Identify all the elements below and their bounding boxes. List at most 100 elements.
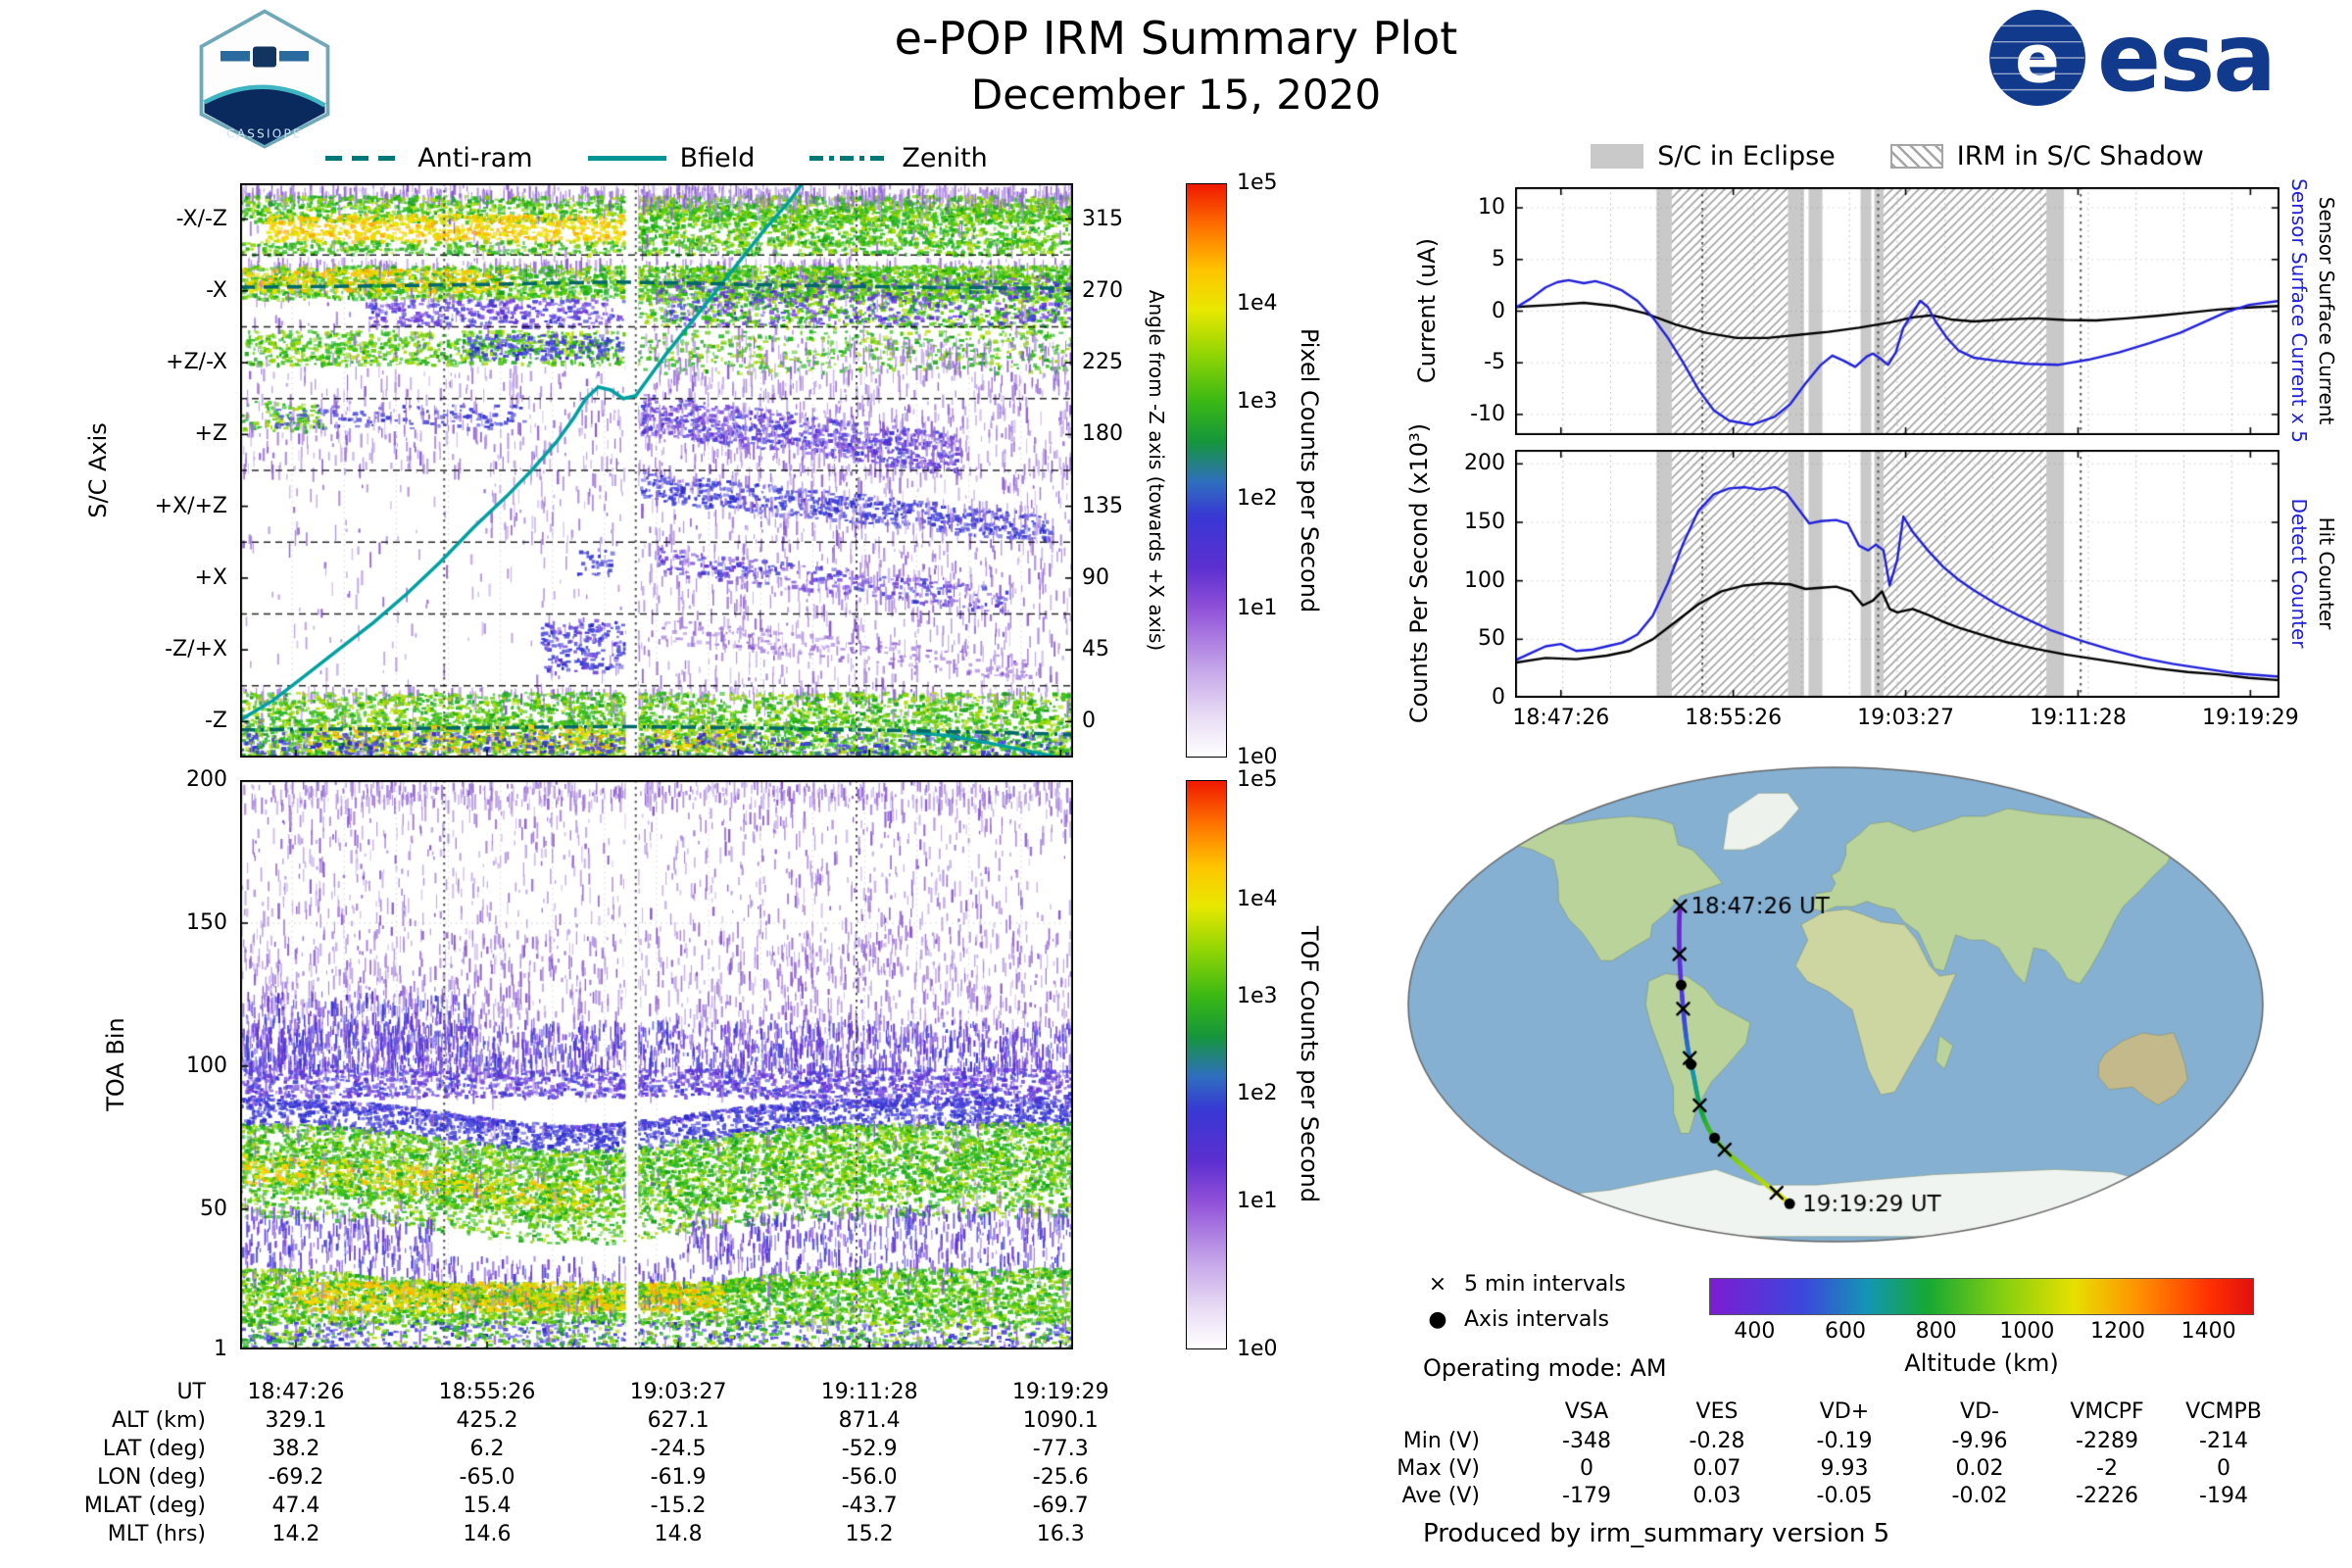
solid-swatch	[1591, 144, 1644, 169]
dot-marker-icon: ●	[1428, 1307, 1447, 1332]
voltage-value: -0.19	[1816, 1429, 1873, 1453]
ephemeris-value: -52.9	[841, 1437, 898, 1461]
voltage-row-label: Min (V)	[1402, 1429, 1480, 1453]
counts-ytick-label: 0	[1492, 685, 1505, 710]
altitude-tick-label: 800	[1915, 1319, 1957, 1344]
colorbar-tick-label: 1e1	[1237, 595, 1278, 620]
angle-tick-label: 180	[1082, 421, 1123, 447]
angle-tick-label: 270	[1082, 277, 1123, 303]
sc-axis-tick-label: +Z/-X	[166, 350, 227, 375]
legend-item-bfield: Bfield	[587, 143, 755, 173]
angle-tick-label: 45	[1082, 637, 1109, 662]
altitude-colorbar-label: Altitude (km)	[1904, 1349, 2059, 1377]
ephemeris-value: -77.3	[1032, 1437, 1089, 1461]
cassiope-limb	[203, 84, 326, 108]
colorbar-tick-label: 1e3	[1237, 388, 1278, 414]
angle-tick-label: 135	[1082, 493, 1123, 518]
pixel-counts-colorbar	[1186, 183, 1227, 758]
voltage-value: -179	[1562, 1484, 1611, 1508]
ephemeris-row-label: MLAT (deg)	[83, 1494, 206, 1518]
dashed-line-sample	[325, 156, 405, 161]
voltage-value: -2289	[2076, 1429, 2138, 1453]
colorbar-tick-label: 1e1	[1237, 1188, 1278, 1213]
sensor-current-x5-label: Sensor Surface Current x 5	[2287, 178, 2311, 443]
ephemeris-value: -25.6	[1032, 1465, 1089, 1490]
counter-plot-canvas	[1515, 450, 2279, 698]
voltage-value: -9.96	[1951, 1429, 2008, 1453]
cassiope-earth	[204, 86, 325, 145]
voltage-value: -2	[2096, 1456, 2118, 1481]
ephemeris-value: 18:55:26	[438, 1380, 536, 1404]
voltage-value: -214	[2199, 1429, 2248, 1453]
voltage-value: -0.28	[1689, 1429, 1745, 1453]
ephemeris-value: 19:19:29	[1011, 1380, 1109, 1404]
sensor-current-plot-canvas	[1515, 187, 2279, 435]
voltage-value: -0.02	[1951, 1484, 2008, 1508]
sc-axis-tick-label: +X/+Z	[154, 493, 227, 518]
ephemeris-value: 15.2	[845, 1522, 894, 1546]
legend-label: IRM in S/C Shadow	[1956, 141, 2204, 172]
colorbar-tick-label: 1e5	[1237, 767, 1278, 792]
ephemeris-value: -61.9	[650, 1465, 707, 1490]
current-ytick-label: -5	[1484, 350, 1505, 375]
voltage-value: 9.93	[1820, 1456, 1869, 1481]
toa-ylabel: TOA Bin	[102, 1017, 129, 1111]
sc-axis-tick-label: -Z/+X	[165, 637, 227, 662]
ephemeris-value: 19:11:28	[820, 1380, 918, 1404]
toa-tick-label: 200	[186, 767, 227, 792]
voltage-column-header: VCMPB	[2185, 1399, 2262, 1424]
colorbar-tick-label: 1e0	[1237, 1337, 1278, 1361]
toa-tick-label: 50	[200, 1196, 227, 1221]
angle-tick-label: 90	[1082, 564, 1109, 590]
figure-date: December 15, 2020	[970, 71, 1382, 119]
map-legend-label: 5 min intervals	[1464, 1272, 1626, 1297]
ephemeris-value: 425.2	[456, 1408, 518, 1433]
ephemeris-value: 1090.1	[1022, 1408, 1099, 1433]
legend-label: Anti-ram	[417, 143, 533, 173]
legend-item-eclipse: IRM in S/C Shadow	[1889, 141, 2204, 172]
current-ytick-label: 10	[1478, 195, 1505, 220]
current-ylabel: Current (uA)	[1413, 237, 1441, 384]
detect-counter-label: Detect Counter	[2287, 498, 2311, 649]
counts-ytick-label: 200	[1464, 451, 1505, 476]
cassiope-satellite-body	[253, 46, 276, 68]
toa-spectrogram-canvas	[240, 780, 1073, 1349]
time-tick-label: 18:47:26	[1512, 706, 1610, 730]
voltage-row-label: Max (V)	[1396, 1456, 1480, 1481]
voltage-column-header: VD+	[1819, 1399, 1870, 1424]
angle-tick-label: 0	[1082, 709, 1096, 734]
time-tick-label: 19:19:29	[2201, 706, 2299, 730]
voltage-value: 0.03	[1692, 1484, 1741, 1508]
cassiope-logo: CASSIOPE	[199, 9, 330, 149]
ephemeris-row-label: UT	[176, 1380, 206, 1404]
colorbar-tick-label: 1e2	[1237, 1080, 1278, 1105]
cassiope-text: CASSIOPE	[226, 127, 303, 141]
ephemeris-value: -56.0	[841, 1465, 898, 1490]
map-legend-label: Axis intervals	[1464, 1307, 1609, 1332]
voltage-column-header: VES	[1695, 1399, 1739, 1424]
current-ytick-label: 0	[1492, 298, 1505, 323]
ephemeris-value: -43.7	[841, 1494, 898, 1518]
altitude-tick-label: 600	[1825, 1319, 1866, 1344]
ephemeris-value: 19:03:27	[629, 1380, 727, 1404]
map-legend-row: × 5 min intervals	[1423, 1272, 1626, 1297]
ephemeris-value: 47.4	[271, 1494, 320, 1518]
esa-globe-icon: e	[1989, 10, 2085, 106]
toa-tick-label: 150	[186, 909, 227, 935]
sensor-current-label: Sensor Surface Current	[2315, 196, 2338, 425]
tof-counts-colorbar-label: TOF Counts per Second	[1296, 925, 1323, 1203]
angle-tick-label: 225	[1082, 350, 1123, 375]
voltage-value: 0.07	[1692, 1456, 1741, 1481]
cassiope-panel-right	[279, 51, 309, 62]
produced-by-text: Produced by irm_summary version 5	[1423, 1519, 1890, 1548]
cassiope-panel-left	[220, 51, 250, 62]
counts-ytick-label: 100	[1464, 567, 1505, 593]
legend-item-anti-ram: Anti-ram	[325, 143, 533, 173]
esa-wordmark: esa	[2097, 3, 2277, 113]
sc-axis-tick-label: -X	[206, 277, 227, 303]
voltage-value: -2226	[2076, 1484, 2138, 1508]
sc-axis-tick-label: -X/-Z	[175, 206, 227, 231]
voltage-value: -348	[1562, 1429, 1611, 1453]
colorbar-tick-label: 1e5	[1237, 171, 1278, 195]
hit-counter-label: Hit Counter	[2315, 516, 2338, 630]
